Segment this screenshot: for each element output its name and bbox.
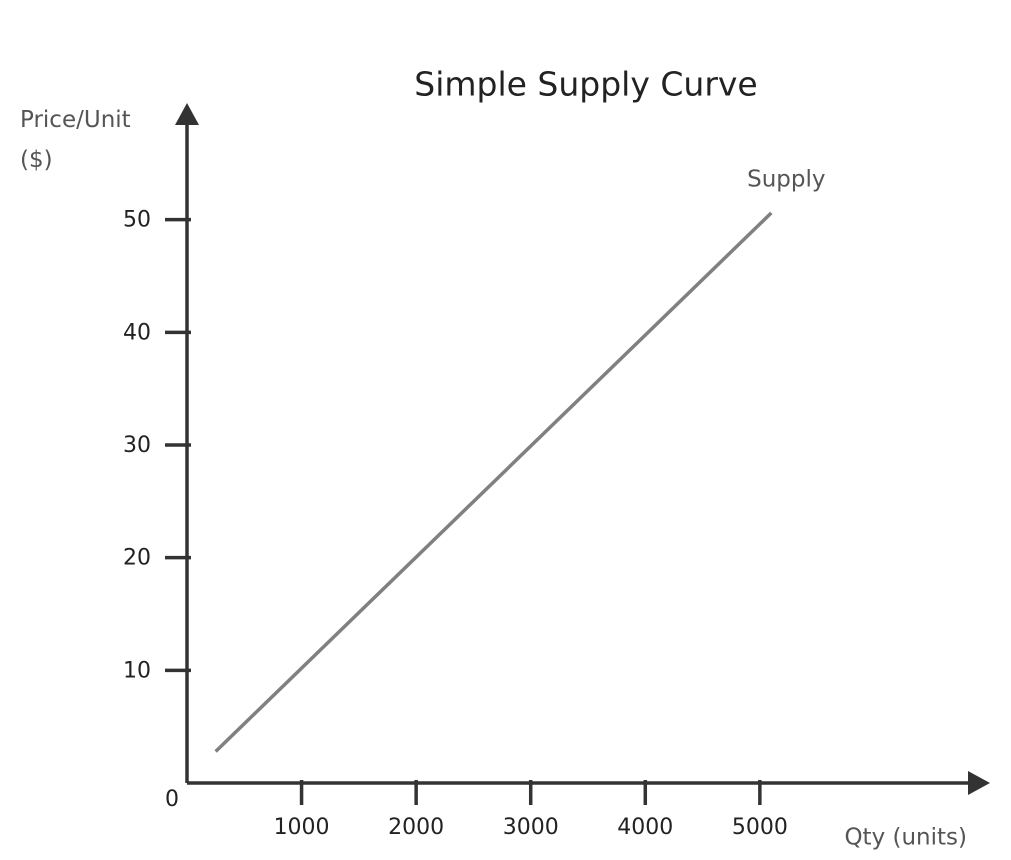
x-tick-label: 3000 (503, 815, 559, 840)
supply-line (214, 211, 773, 753)
y-tick-label: 30 (123, 433, 151, 458)
y-axis-arrow (175, 103, 199, 125)
x-tick-label: 2000 (388, 815, 444, 840)
chart-title: Simple Supply Curve (414, 65, 757, 104)
y-tick-label: 0 (165, 787, 179, 812)
y-tick-label: 20 (123, 546, 151, 571)
x-tick-label: 1000 (274, 815, 330, 840)
x-tick-label: 4000 (617, 815, 673, 840)
x-tick-label: 5000 (732, 815, 788, 840)
x-axis-label: Qty (units) (844, 825, 967, 851)
y-tick-label: 50 (123, 208, 151, 233)
series-label: Supply (747, 166, 825, 192)
y-axis-label: Price/Unit ($) (20, 107, 131, 173)
x-axis-arrow (968, 771, 990, 795)
y-tick-label: 40 (123, 320, 151, 345)
y-tick-label: 10 (123, 658, 151, 683)
